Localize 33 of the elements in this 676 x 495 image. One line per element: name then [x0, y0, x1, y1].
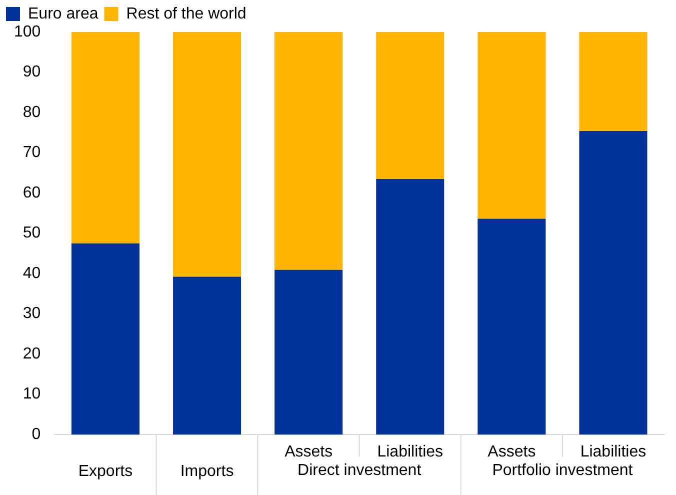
x-tick-label: Assets	[284, 444, 333, 461]
y-tick-label: 80	[22, 104, 41, 121]
bar	[376, 178, 444, 435]
bar	[274, 32, 343, 270]
bar	[274, 270, 343, 435]
y-tick-label: 20	[22, 345, 41, 362]
bar	[71, 32, 140, 244]
x-tick-label: Imports	[180, 462, 234, 480]
y-tick-label: 0	[32, 426, 41, 444]
y-tick-label: 100	[14, 23, 41, 40]
bar	[173, 32, 242, 277]
bar	[478, 32, 546, 219]
bar	[376, 32, 444, 179]
y-tick-label: 90	[22, 64, 41, 81]
y-tick-label: 40	[22, 264, 41, 282]
x-tick-label: Exports	[78, 462, 133, 480]
x-tick-label: Assets	[488, 444, 536, 461]
bar	[71, 243, 140, 435]
bar	[173, 276, 242, 435]
text: Direct investment	[298, 462, 422, 480]
y-tick-label: 30	[22, 305, 41, 322]
legend-label: Euro area	[28, 5, 98, 22]
bar	[579, 131, 648, 435]
text: Portfolio investment	[492, 462, 634, 480]
bar	[579, 32, 648, 132]
x-tick-label: Liabilities	[580, 444, 646, 461]
legend-label: Rest of the world	[126, 5, 246, 22]
x-tick-label: Liabilities	[377, 444, 444, 461]
bar	[478, 218, 546, 435]
y-tick-label: 70	[22, 144, 41, 162]
y-tick-label: 60	[22, 184, 41, 202]
y-tick-label: 50	[22, 224, 41, 242]
y-tick-label: 10	[22, 386, 41, 403]
